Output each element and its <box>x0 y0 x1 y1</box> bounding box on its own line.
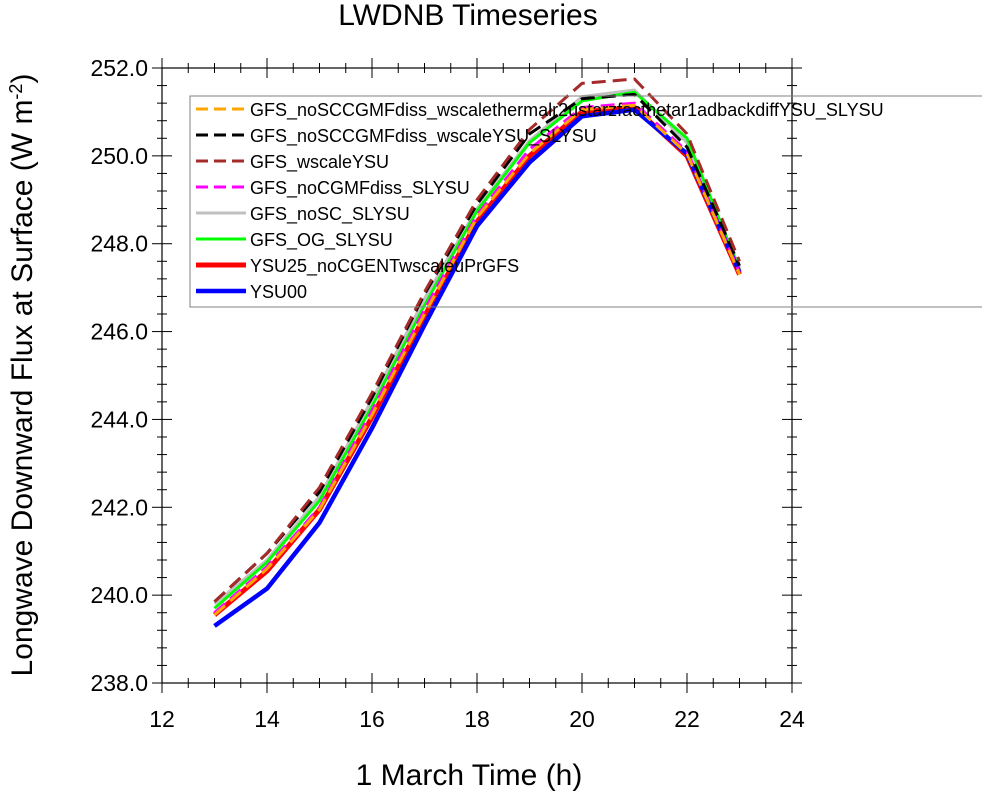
series-line <box>213 77 741 603</box>
axis-ticks <box>152 58 802 693</box>
x-tick-label: 20 <box>569 706 595 732</box>
chart-title: LWDNB Timeseries <box>338 0 597 32</box>
legend: GFS_noSCCGMFdiss_wscalethermalr2ustarzfa… <box>189 95 982 308</box>
x-tick-label: 12 <box>149 706 175 732</box>
legend-label: GFS_noCGMFdiss_SLYSU <box>250 178 470 199</box>
y-axis-label: Longwave Downward Flux at Surface (W m-2… <box>6 74 39 677</box>
y-tick-label: 250.0 <box>90 143 148 169</box>
x-tick-label: 18 <box>464 706 490 732</box>
series-lines <box>212 77 742 628</box>
axis-tick-labels: 12 14 16 18 20 22 24 238.0 240.0 242.0 244.0 246.0 2… <box>90 55 805 732</box>
y-tick-label: 238.0 <box>90 670 148 696</box>
y-tick-label: 248.0 <box>90 231 148 257</box>
x-axis-label: 1 March Time (h) <box>356 759 583 792</box>
y-tick-label: 240.0 <box>90 582 148 608</box>
y-tick-label: 244.0 <box>90 406 148 432</box>
y-tick-label: 242.0 <box>90 494 148 520</box>
legend-label: GFS_noSCCGMFdiss_wscalethermalr2ustarzfa… <box>250 100 884 121</box>
x-tick-label: 14 <box>254 706 280 732</box>
y-axis-label-main: Longwave Downward Flux at Surface (W m <box>6 100 39 677</box>
legend-label: YSU00 <box>250 282 307 302</box>
x-tick-label: 22 <box>674 706 700 732</box>
legend-label: GFS_noSCCGMFdiss_wscaleYSU_SLYSU <box>250 126 597 147</box>
y-tick-label: 246.0 <box>90 319 148 345</box>
legend-label: GFS_wscaleYSU <box>250 152 389 173</box>
y-axis-label-exponent: -2 <box>6 84 26 100</box>
legend-label: YSU25_noCGENTwscaleuPrGFS <box>250 256 519 277</box>
x-tick-label: 24 <box>779 706 805 732</box>
y-tick-label: 252.0 <box>90 55 148 81</box>
legend-box <box>189 95 982 308</box>
series-line <box>213 107 742 628</box>
legend-label: GFS_noSC_SLYSU <box>250 204 410 225</box>
x-tick-label: 16 <box>359 706 385 732</box>
series-line <box>213 90 741 610</box>
y-axis-label-close: ) <box>6 74 39 84</box>
legend-label: GFS_OG_SLYSU <box>250 230 393 251</box>
